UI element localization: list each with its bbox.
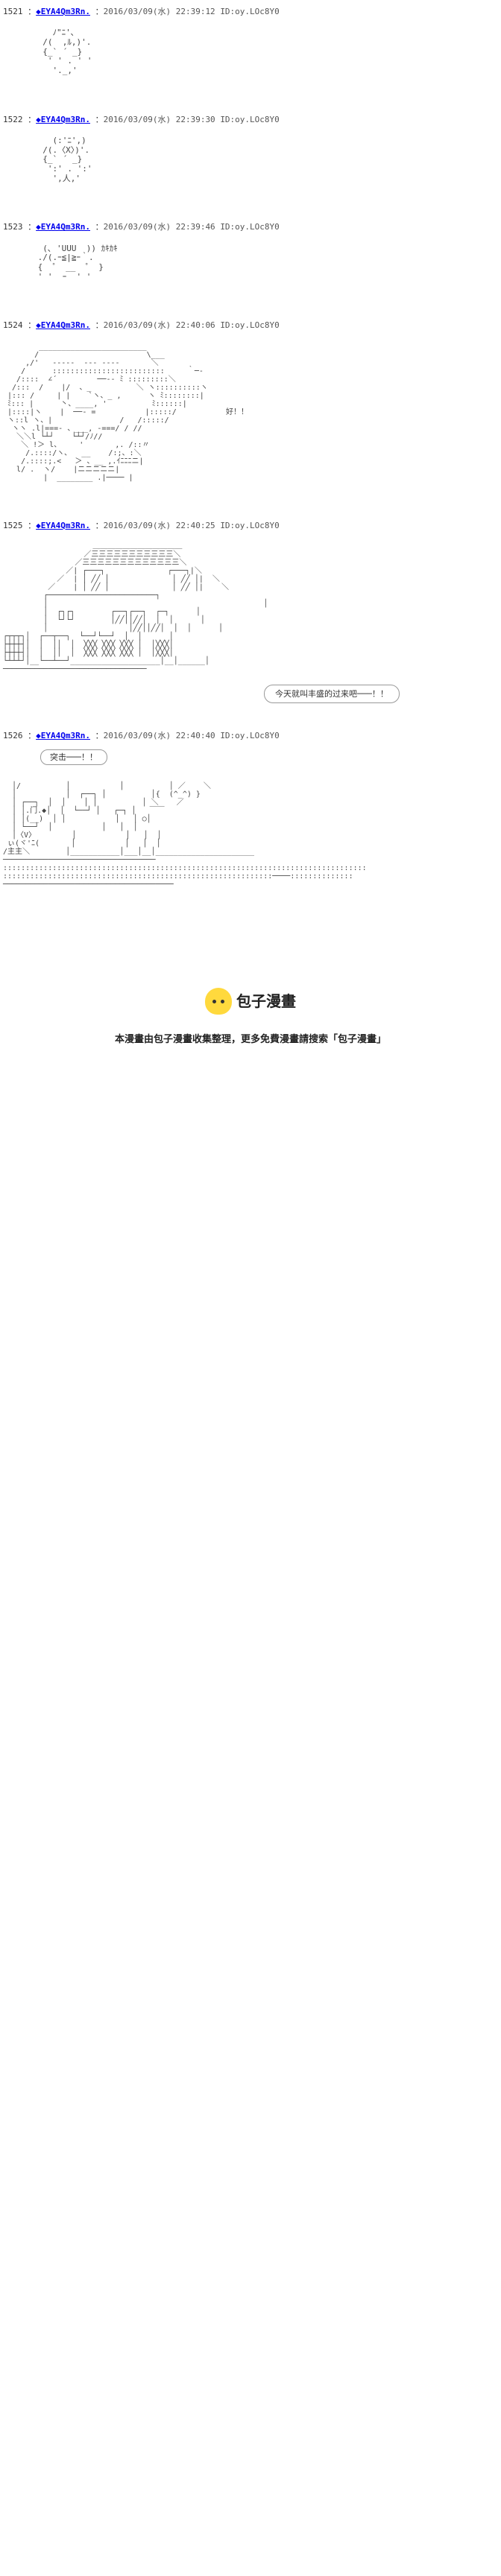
post-id: ID:oy.LOc8Y0 [220, 115, 279, 124]
post-date: 2016/03/09(水) 22:40:06 [104, 320, 215, 330]
post-date: 2016/03/09(水) 22:39:12 [104, 7, 215, 16]
post-number: 1523 [3, 222, 23, 232]
post-header: 1526 ：◆EYA4Qm3Rn. ：2016/03/09(水) 22:40:4… [3, 730, 498, 741]
post: 1526 ：◆EYA4Qm3Rn. ：2016/03/09(水) 22:40:4… [0, 724, 501, 906]
post-header: 1523 ：◆EYA4Qm3Rn. ：2016/03/09(水) 22:39:4… [3, 221, 498, 232]
baozi-logo-icon [205, 988, 232, 1015]
site-name: 包子漫畫 [236, 991, 296, 1012]
post-id: ID:oy.LOc8Y0 [220, 521, 279, 530]
footer-logo: 包子漫畫 [0, 988, 501, 1015]
post-trip-link[interactable]: ◆EYA4Qm3Rn. [36, 731, 90, 740]
post: 1522 ：◆EYA4Qm3Rn. ：2016/03/09(水) 22:39:3… [0, 108, 501, 201]
post-date: 2016/03/09(水) 22:39:46 [104, 222, 215, 232]
footer-text: 本漫畫由包子漫畫收集整理，更多免費漫畫請搜索「包子漫畫」 [0, 1033, 501, 1047]
post-trip-link[interactable]: ◆EYA4Qm3Rn. [36, 115, 90, 124]
post: 1521 ：◆EYA4Qm3Rn. ：2016/03/09(水) 22:39:1… [0, 0, 501, 93]
post: 1523 ：◆EYA4Qm3Rn. ：2016/03/09(水) 22:39:4… [0, 215, 501, 299]
post-id: ID:oy.LOc8Y0 [220, 222, 279, 232]
post-id: ID:oy.LOc8Y0 [220, 731, 279, 740]
post-trip-link[interactable]: ◆EYA4Qm3Rn. [36, 7, 90, 16]
post-header: 1521 ：◆EYA4Qm3Rn. ：2016/03/09(水) 22:39:1… [3, 6, 498, 17]
post-number: 1522 [3, 115, 23, 124]
post-id: ID:oy.LOc8Y0 [220, 320, 279, 330]
post-id: ID:oy.LOc8Y0 [220, 7, 279, 16]
ascii-art: (:'ﾆ',) /(.〈X〉)'. {_` ´ _} ':' . ':' ',人… [33, 136, 498, 183]
ascii-art-wide: ________________________ / \___ ,/' ----… [3, 343, 498, 482]
post-header: 1524 ：◆EYA4Qm3Rn. ：2016/03/09(水) 22:40:0… [3, 320, 498, 331]
post-number: 1525 [3, 521, 23, 530]
post-date: 2016/03/09(水) 22:39:30 [104, 115, 215, 124]
post: 1524 ：◆EYA4Qm3Rn. ：2016/03/09(水) 22:40:0… [0, 314, 501, 498]
post-date: 2016/03/09(水) 22:40:40 [104, 731, 215, 740]
post: 1525 ：◆EYA4Qm3Rn. ：2016/03/09(水) 22:40:2… [0, 514, 501, 710]
post-trip-link[interactable]: ◆EYA4Qm3Rn. [36, 521, 90, 530]
post-trip-link[interactable]: ◆EYA4Qm3Rn. [36, 320, 90, 330]
post-number: 1524 [3, 320, 23, 330]
ascii-art-house: ＿＿＿＿＿＿＿＿＿＿＿＿ ／三三三三三三三三三三三＼ ／三三三三三三三三三三三三… [3, 542, 498, 673]
post-trip-link[interactable]: ◆EYA4Qm3Rn. [36, 222, 90, 232]
speech-bubble: 今天就叫丰盛的过来吧───！！ [264, 685, 400, 703]
post-number: 1521 [3, 7, 23, 16]
ascii-art: (､ 'UUU )) ｶｷｶｷ ./(.ｰ≦|≧ｰ｀. { ゜ __ ゜ } '… [33, 244, 498, 282]
footer: 包子漫畫 本漫畫由包子漫畫收集整理，更多免費漫畫請搜索「包子漫畫」 [0, 965, 501, 1069]
action-label: 突击───！！ [40, 749, 107, 765]
post-date: 2016/03/09(水) 22:40:25 [104, 521, 215, 530]
post-header: 1525 ：◆EYA4Qm3Rn. ：2016/03/09(水) 22:40:2… [3, 520, 498, 531]
post-number: 1526 [3, 731, 23, 740]
post-header: 1522 ：◆EYA4Qm3Rn. ：2016/03/09(水) 22:39:3… [3, 114, 498, 125]
ascii-art: ﾉ"ﾆ'､ /( ,ﾙ,)'. {_` ´ _} ' ' . ' ' '._,' [33, 28, 498, 75]
ascii-art-interior: │/ │ │ │ ／ ＼ │ │ ┌──┐ │ │{ (^_^) } │ ┌──… [3, 782, 498, 889]
